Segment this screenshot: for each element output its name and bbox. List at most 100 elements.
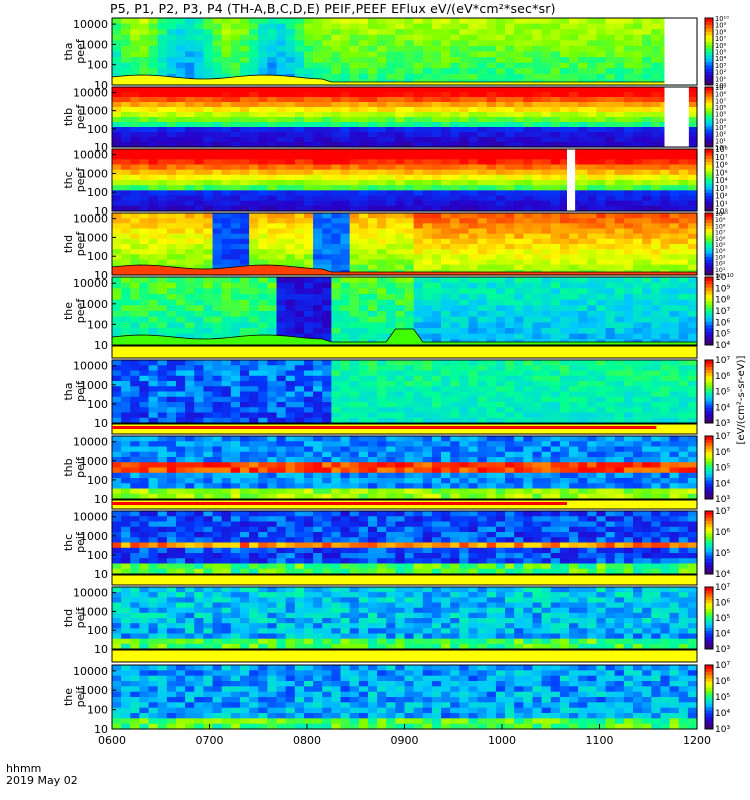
heatmap-cell: [642, 264, 652, 271]
heatmap-cell: [276, 277, 287, 284]
heatmap-cell: [651, 238, 662, 245]
heatmap-cell: [431, 40, 442, 47]
heatmap-cell: [148, 391, 159, 398]
heatmap-cell: [404, 117, 415, 123]
heatmap-cell: [112, 457, 122, 463]
heatmap-cell: [194, 322, 205, 329]
heatmap-cell: [687, 407, 698, 414]
heatmap-cell: [194, 190, 205, 197]
heatmap-cell: [349, 299, 360, 306]
heatmap-cell: [587, 254, 598, 261]
heatmap-cell: [550, 102, 561, 108]
heatmap-cell: [313, 412, 323, 419]
heatmap-cell: [596, 112, 607, 118]
heatmap-cell: [239, 92, 250, 98]
heatmap-cell: [687, 117, 698, 123]
heatmap-cell: [377, 396, 387, 403]
heatmap-cell: [633, 174, 643, 181]
heatmap-cell: [249, 185, 259, 191]
heatmap-cell: [623, 137, 634, 143]
heatmap-cell: [450, 249, 460, 255]
heatmap-cell: [130, 282, 141, 289]
heatmap-cell: [249, 174, 259, 181]
heatmap-cell: [148, 174, 159, 181]
heatmap-cell: [514, 264, 524, 271]
heatmap-cell: [623, 51, 634, 58]
heatmap-cell: [112, 29, 122, 36]
heatmap-cell: [175, 112, 186, 118]
heatmap-cell: [139, 40, 150, 47]
heatmap-cell: [441, 254, 451, 261]
heatmap-cell: [313, 180, 323, 186]
colorbar-tick-label: 10⁶: [715, 318, 730, 328]
heatmap-cell: [194, 97, 205, 103]
heatmap-cell: [404, 132, 415, 138]
heatmap-cell: [431, 122, 442, 128]
heatmap-cell: [148, 328, 159, 335]
heatmap-cell: [678, 305, 689, 312]
heatmap-cell: [422, 299, 433, 306]
heatmap-cell: [377, 40, 387, 47]
heatmap-cell: [340, 417, 351, 424]
heatmap-cell: [541, 174, 552, 181]
heatmap-cell: [303, 159, 314, 166]
heatmap-cell: [303, 294, 314, 301]
heatmap-cell: [669, 238, 680, 245]
heatmap-cell: [596, 412, 607, 419]
heatmap-cell: [194, 117, 205, 123]
heatmap-cell: [605, 249, 616, 255]
colorbar-tick-label: 10⁷: [715, 35, 727, 43]
heatmap-cell: [386, 190, 396, 197]
heatmap-cell: [349, 381, 360, 387]
heatmap-cell: [413, 233, 424, 240]
heatmap-cell: [313, 97, 323, 103]
heatmap-cell: [559, 68, 570, 75]
heatmap-cell: [505, 386, 515, 393]
heatmap-cell: [121, 132, 131, 138]
heatmap-cell: [148, 451, 159, 458]
heatmap-cell: [386, 328, 396, 335]
heatmap-cell: [185, 478, 195, 484]
heatmap-cell: [477, 264, 488, 271]
heatmap-cell: [386, 62, 396, 69]
heatmap-cell: [194, 159, 205, 166]
heatmap-cell: [203, 213, 214, 219]
heatmap-cell: [468, 51, 479, 58]
heatmap-cell: [276, 87, 287, 93]
heatmap-cell: [276, 117, 287, 123]
heatmap-cell: [185, 228, 195, 235]
heatmap-cell: [203, 87, 214, 93]
heatmap-cell: [175, 164, 186, 171]
heatmap-cell: [477, 223, 488, 230]
heatmap-cell: [349, 328, 360, 335]
heatmap-cell: [285, 174, 296, 181]
heatmap-cell: [276, 218, 287, 224]
heatmap-cell: [651, 137, 662, 143]
heatmap-cell: [395, 381, 406, 387]
heatmap-cell: [633, 180, 643, 186]
heatmap-cell: [258, 117, 268, 123]
heatmap-cell: [322, 117, 332, 123]
heatmap-cell: [559, 169, 570, 176]
heatmap-cell: [431, 164, 442, 171]
heatmap-cell: [340, 180, 351, 186]
heatmap-cell: [468, 316, 479, 323]
heatmap-cell: [322, 264, 332, 271]
heatmap-cell: [541, 92, 552, 98]
heatmap-cell: [121, 137, 131, 143]
heatmap-cell: [459, 107, 470, 113]
heatmap-cell: [441, 370, 451, 377]
heatmap-cell: [130, 40, 141, 47]
heatmap-cell: [541, 375, 552, 382]
heatmap-cell: [514, 375, 524, 382]
heatmap-cell: [185, 174, 195, 181]
heatmap-cell: [139, 441, 150, 448]
heatmap-cell: [230, 249, 241, 255]
colorbar-frame: [704, 359, 714, 424]
heatmap-cell: [130, 311, 141, 318]
heatmap-cell: [112, 386, 122, 393]
heatmap-cell: [651, 259, 662, 266]
colorbar-segment: [705, 268, 713, 273]
heatmap-cell: [633, 87, 643, 93]
heatmap-cell: [276, 149, 287, 155]
